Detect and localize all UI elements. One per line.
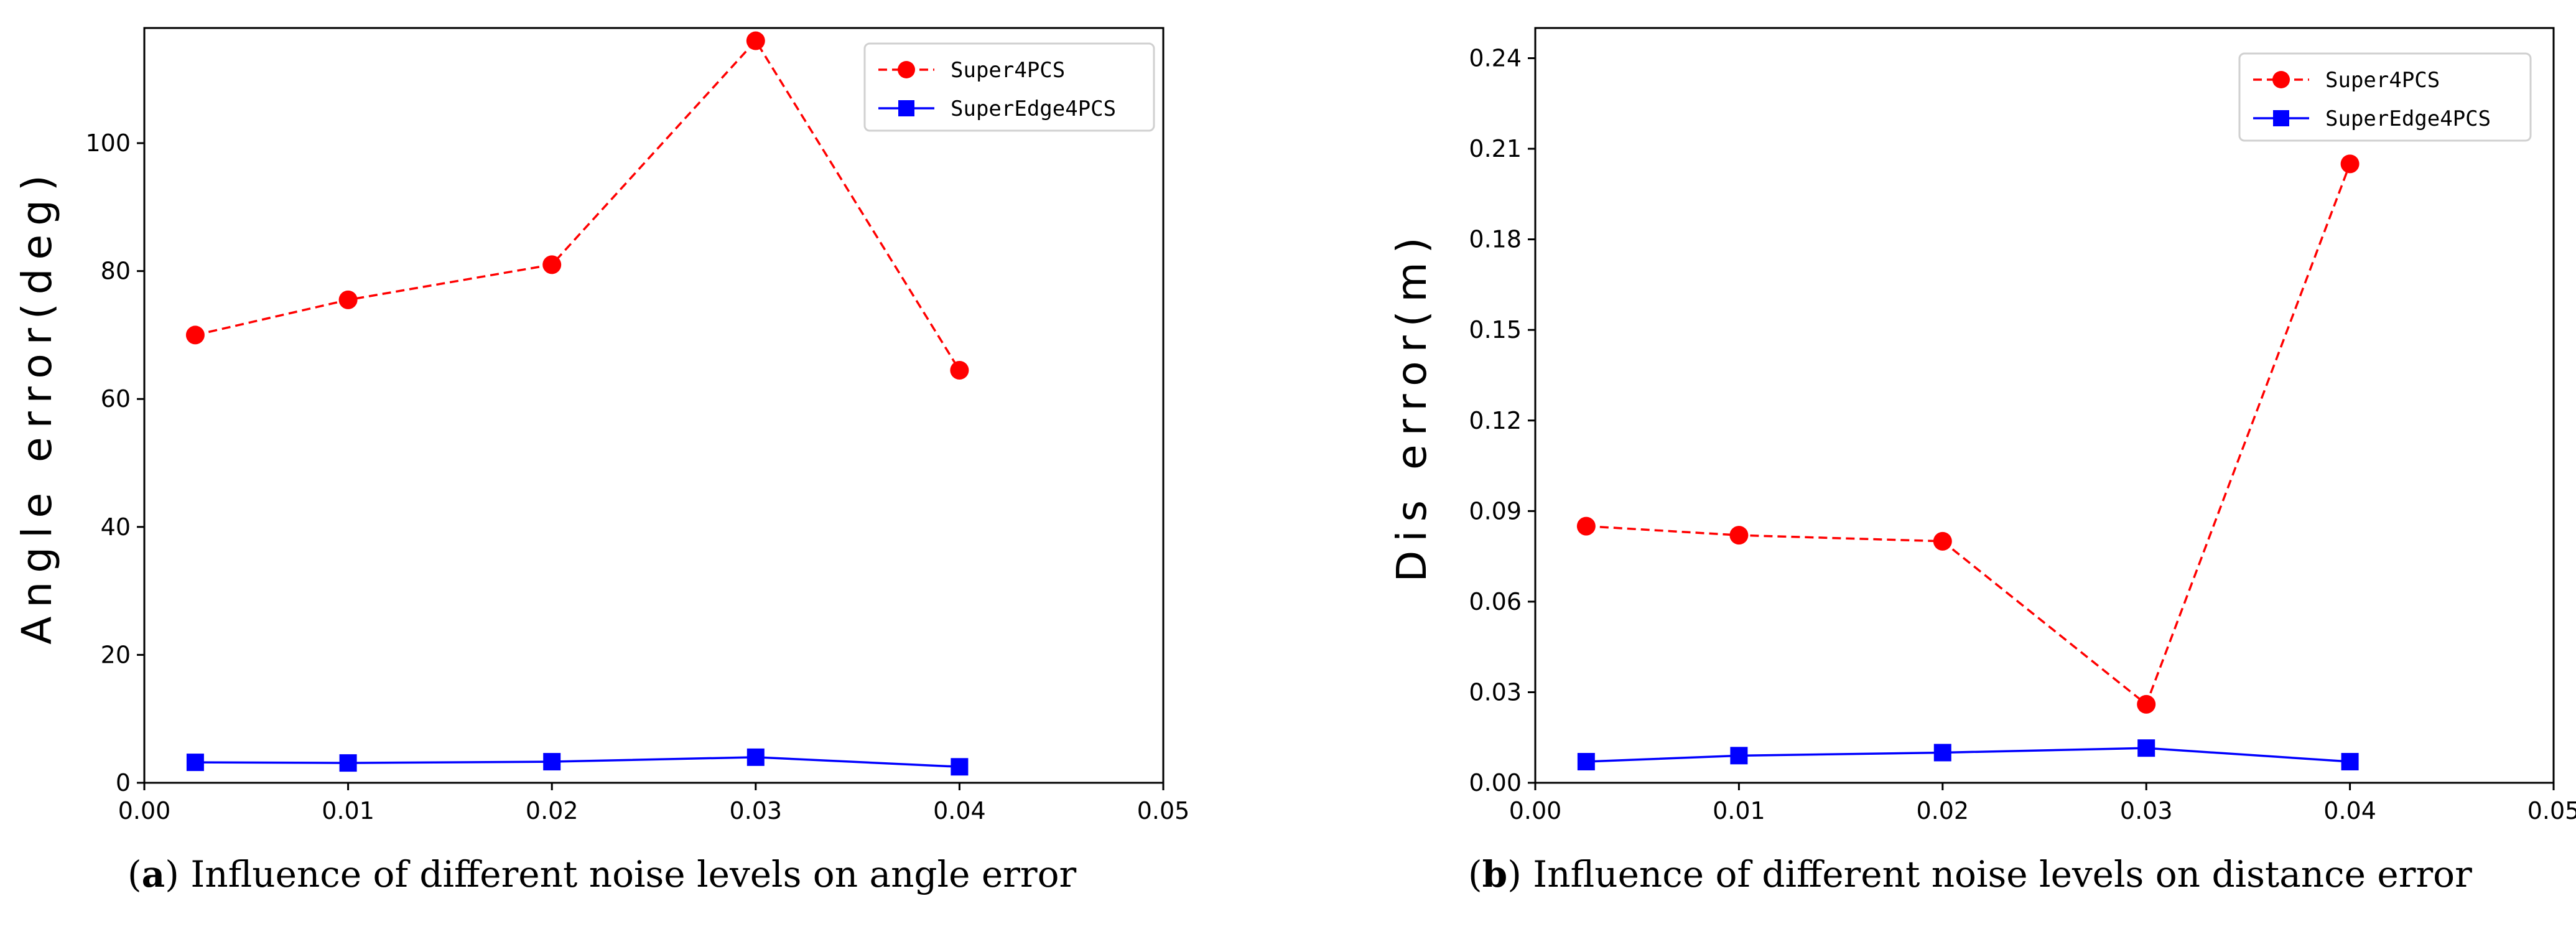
legend-marker-super4pcs bbox=[898, 61, 915, 78]
plot-frame bbox=[143, 27, 1165, 784]
x-tick-label: 0.00 bbox=[1509, 797, 1562, 824]
caption-text: Influence of different noise levels on a… bbox=[190, 853, 1076, 895]
data-point-superedge4pcs bbox=[1730, 747, 1748, 765]
data-point-super4pcs bbox=[2137, 694, 2156, 714]
y-tick-label: 60 bbox=[101, 385, 131, 413]
caption-tag: a bbox=[142, 853, 165, 895]
chart-distance-error: 0.00 0.01 0.02 0.03 0.04 0.05 0.00 0.03 0.06 0.09… bbox=[1388, 27, 2576, 895]
figure-caption: (a) Influence of different noise levels … bbox=[128, 853, 1077, 895]
data-point-superedge4pcs bbox=[746, 748, 765, 766]
figure-caption: (b) Influence of different noise levels … bbox=[1468, 853, 2472, 895]
y-tick-label: 0.18 bbox=[1469, 226, 1522, 253]
caption-paren-close: ) bbox=[1507, 853, 1533, 895]
plot-frame bbox=[1534, 27, 2555, 784]
y-tick-label: 0.00 bbox=[1469, 769, 1522, 796]
legend-marker-superedge4pcs bbox=[2273, 110, 2289, 126]
legend-label: SuperEdge4PCS bbox=[951, 96, 1116, 121]
data-point-super4pcs bbox=[1576, 516, 1596, 536]
x-tick-label: 0.02 bbox=[526, 797, 579, 824]
y-tick-label: 0.24 bbox=[1469, 45, 1522, 72]
y-tick-label: 0.15 bbox=[1469, 316, 1522, 343]
x-tick-label: 0.00 bbox=[118, 797, 171, 824]
data-point-super4pcs bbox=[185, 325, 205, 345]
x-tick-label: 0.02 bbox=[1916, 797, 1969, 824]
legend-box bbox=[2238, 52, 2532, 142]
y-axis-label: Angle error(deg) bbox=[13, 166, 61, 644]
caption-tag: b bbox=[1482, 853, 1508, 895]
y-tick-label: 20 bbox=[101, 641, 131, 668]
data-point-super4pcs bbox=[1729, 526, 1749, 545]
data-point-super4pcs bbox=[542, 255, 562, 274]
y-tick-label: 0.03 bbox=[1469, 678, 1522, 706]
data-point-superedge4pcs bbox=[339, 754, 357, 772]
data-point-super4pcs bbox=[950, 360, 969, 380]
data-point-superedge4pcs bbox=[543, 753, 561, 771]
data-point-superedge4pcs bbox=[2341, 753, 2359, 771]
x-tick-label: 0.05 bbox=[2527, 797, 2576, 824]
legend-label: Super4PCS bbox=[2325, 68, 2440, 93]
chart-angle-error: 0.00 0.01 0.02 0.03 0.04 0.05 0 20 40 60 80 100 Angl… bbox=[13, 27, 1190, 895]
x-tick-label: 0.01 bbox=[1713, 797, 1765, 824]
x-tick-label: 0.05 bbox=[1137, 797, 1190, 824]
data-point-superedge4pcs bbox=[186, 754, 204, 772]
x-tick-label: 0.04 bbox=[2323, 797, 2376, 824]
x-tick-label: 0.03 bbox=[2120, 797, 2173, 824]
y-tick-label: 40 bbox=[101, 513, 131, 541]
legend-box bbox=[863, 42, 1155, 132]
x-tick-label: 0.03 bbox=[729, 797, 782, 824]
data-point-superedge4pcs bbox=[1933, 744, 1951, 762]
y-tick-label: 0.09 bbox=[1469, 497, 1522, 525]
data-point-superedge4pcs bbox=[1577, 753, 1595, 771]
y-tick-label: 0.21 bbox=[1469, 135, 1522, 162]
y-axis-label: Dis error(m) bbox=[1388, 228, 1436, 582]
y-tick-label: 0.06 bbox=[1469, 588, 1522, 615]
data-point-super4pcs bbox=[338, 290, 358, 309]
caption-paren-close: ) bbox=[165, 853, 190, 895]
x-tick-label: 0.04 bbox=[933, 797, 986, 824]
data-point-superedge4pcs bbox=[2137, 739, 2155, 757]
data-point-super4pcs bbox=[1933, 531, 1952, 551]
y-tick-label: 0 bbox=[116, 769, 131, 796]
x-tick-label: 0.01 bbox=[322, 797, 374, 824]
legend-label: Super4PCS bbox=[951, 58, 1065, 83]
legend-marker-superedge4pcs bbox=[898, 100, 914, 116]
data-point-superedge4pcs bbox=[951, 758, 969, 776]
caption-paren-open: ( bbox=[128, 853, 142, 895]
y-tick-label: 0.12 bbox=[1469, 407, 1522, 434]
legend-marker-super4pcs bbox=[2272, 71, 2290, 88]
data-point-super4pcs bbox=[2340, 154, 2360, 174]
y-tick-label: 80 bbox=[101, 258, 131, 285]
caption-paren-open: ( bbox=[1468, 853, 1482, 895]
legend-label: SuperEdge4PCS bbox=[2325, 106, 2491, 131]
y-tick-label: 100 bbox=[85, 129, 131, 157]
caption-text: Influence of different noise levels on d… bbox=[1533, 853, 2472, 895]
data-point-super4pcs bbox=[746, 31, 765, 50]
